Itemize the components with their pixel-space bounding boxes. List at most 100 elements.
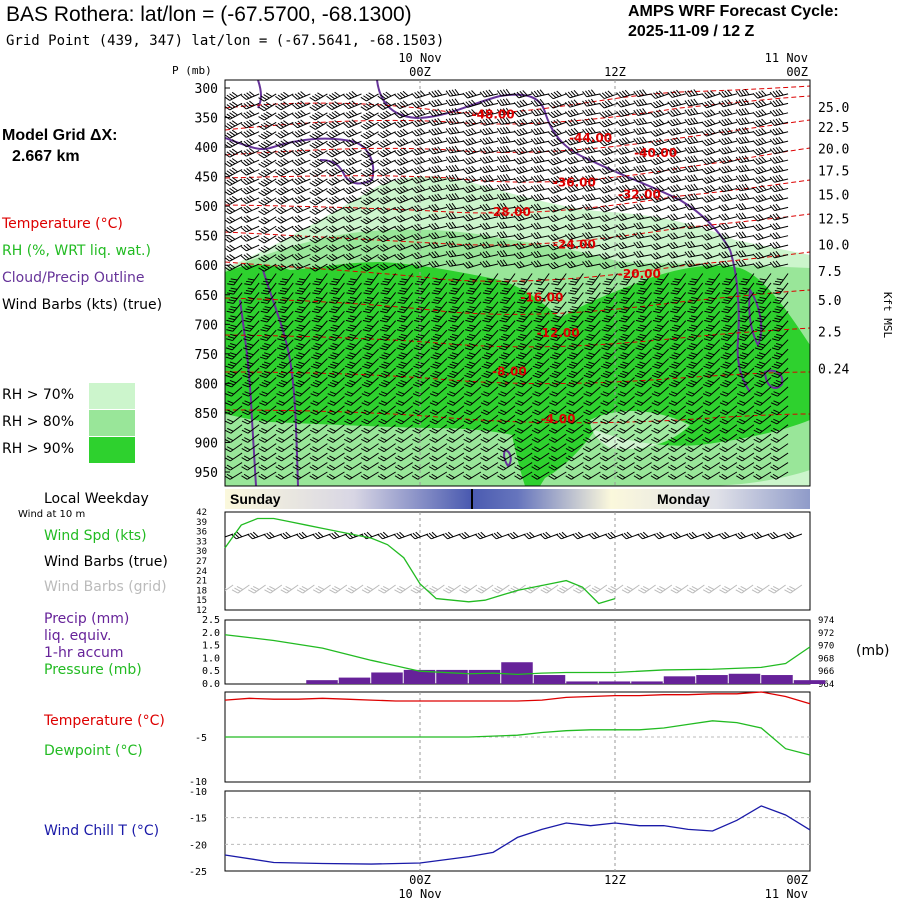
kft-tick-label: 20.0	[818, 142, 849, 157]
wind-barb	[721, 273, 738, 286]
wind-barb-grid	[654, 584, 673, 594]
wind-barb	[719, 414, 738, 425]
wind-barb	[343, 215, 362, 223]
wind-barb	[513, 99, 533, 108]
wind-barb	[242, 358, 260, 369]
wind-barb	[752, 251, 772, 260]
wind-barb	[463, 462, 482, 471]
wind-barb	[343, 166, 362, 176]
wind-barb	[635, 348, 652, 360]
wind-barb	[343, 109, 362, 119]
wind-barb	[411, 128, 430, 137]
wind-barb	[309, 433, 328, 443]
wind-barb	[769, 203, 789, 212]
wind-barb	[719, 433, 738, 443]
wind-barb	[718, 174, 737, 183]
wind-barb	[736, 462, 755, 471]
wind-barb	[326, 433, 345, 443]
wind-barb	[480, 405, 499, 416]
wind-barb-true	[426, 531, 445, 540]
wind-barb	[343, 100, 362, 110]
wind-barb	[411, 156, 430, 165]
wind-barb	[650, 223, 669, 232]
wind-barb	[567, 329, 584, 342]
wind-barb	[531, 462, 550, 471]
wind-barb	[771, 367, 789, 379]
wind-barb	[480, 471, 499, 480]
wind-barb	[496, 126, 516, 135]
wind-barb	[242, 339, 260, 351]
wind-barb	[753, 405, 772, 416]
wind-barb	[431, 301, 448, 314]
wind-barb-true	[783, 531, 803, 540]
wind-barb	[737, 358, 755, 369]
wind-barb	[395, 414, 413, 425]
wind-barb	[225, 386, 243, 397]
wind-barb	[753, 395, 772, 406]
wind-barb	[360, 92, 379, 102]
wind-barb	[242, 395, 260, 406]
wind-barb	[684, 212, 703, 220]
wind-barb	[328, 339, 345, 351]
wind-barb	[753, 424, 772, 434]
wind-barb	[377, 101, 396, 110]
wind-barb	[411, 242, 430, 250]
wind-barb	[277, 310, 294, 323]
wind-barb	[377, 110, 396, 120]
wind-barb	[243, 301, 260, 314]
wind-barb	[293, 386, 311, 397]
wind-barb	[738, 301, 755, 314]
wind-barb	[291, 119, 311, 129]
wind-barb	[329, 292, 345, 304]
wind-barb	[462, 213, 482, 222]
wind-barb	[619, 273, 635, 286]
wind-barb	[616, 127, 635, 136]
wind-barb	[530, 183, 550, 192]
wind-barb	[225, 102, 226, 109]
wind-barb	[769, 241, 789, 249]
wind-barb-grid	[638, 584, 656, 594]
wind-barb	[429, 433, 448, 443]
wind-barb	[514, 424, 533, 434]
wind-barb	[499, 320, 516, 332]
wind-barb	[686, 339, 704, 351]
wind-barb	[258, 471, 277, 480]
wind-barb-true	[539, 531, 559, 540]
wind-barb	[582, 174, 601, 183]
pressure-line	[224, 634, 811, 676]
wind-barb	[225, 159, 226, 166]
wind-barb	[309, 149, 328, 159]
wind-barb	[582, 183, 601, 192]
wind-barb	[241, 462, 260, 471]
wind-barb	[378, 405, 396, 416]
wind-barb	[275, 157, 294, 167]
wind-barb	[718, 127, 737, 136]
pressure-tick-label: 950	[195, 466, 218, 481]
precip-bar	[696, 675, 728, 684]
wind-barb	[530, 98, 550, 107]
wind-barb	[428, 193, 447, 202]
wind-barb	[445, 240, 464, 248]
wind-barb	[448, 282, 465, 295]
wind-barb	[735, 231, 755, 239]
wind-barb	[431, 310, 448, 323]
wind-barb	[258, 139, 277, 149]
wind-barb	[651, 443, 669, 453]
wind-barb	[446, 443, 465, 453]
wind-barb	[566, 367, 584, 379]
wind-barb	[737, 367, 755, 379]
wind-barb	[326, 206, 345, 215]
wind-barb	[429, 462, 448, 471]
precip-bar	[338, 677, 371, 684]
wind-barb	[737, 386, 755, 397]
wind-barb	[566, 395, 584, 406]
wind-barb	[652, 310, 670, 323]
wind-barb	[261, 282, 277, 295]
wind-barb	[463, 405, 482, 416]
wind-barb	[291, 110, 311, 119]
wind-barb	[668, 424, 686, 434]
wind-barb	[278, 273, 294, 286]
wind-barb	[667, 174, 686, 183]
wind-barb	[462, 99, 482, 108]
wind-barb	[479, 165, 499, 174]
